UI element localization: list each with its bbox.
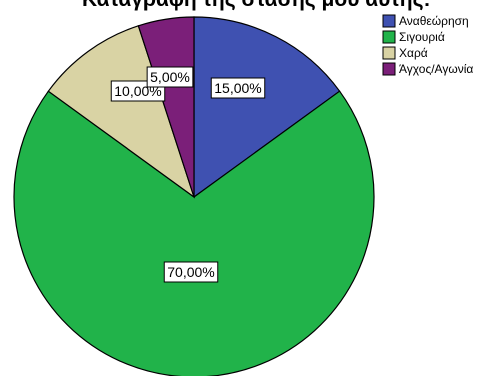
legend-item: Αναθεώρηση [382,14,469,28]
data-label-sigouria: 70,00% [163,261,219,283]
legend-label: Άγχος/Αγωνία [399,62,473,76]
legend-item: Χαρά [382,46,428,60]
legend: Αναθεώρηση Σιγουριά Χαρά Άγχος/Αγωνία [382,14,473,76]
legend-swatch [382,30,396,44]
legend-swatch [382,14,396,28]
pie-data-labels: 10,00%5,00%15,00%70,00% [110,66,266,283]
pie-slices [13,16,375,376]
data-label-box [210,77,266,99]
slice-agchos [137,16,195,198]
slice-anatheorisi [193,16,341,199]
legend-item: Σιγουριά [382,30,445,44]
data-label-box [163,261,219,283]
legend-label: Σιγουριά [399,30,445,44]
data-label-anatheorisi: 15,00% [210,77,266,99]
slice-chara [47,25,196,199]
legend-swatch [382,62,396,76]
data-label-text: 15,00% [214,80,261,96]
data-label-agchos: 5,00% [146,66,194,88]
legend-label: Αναθεώρηση [399,14,469,28]
data-label-text: 70,00% [167,264,214,280]
chart-title: Καταγραφή της στάσης μου αυτής: [82,0,431,11]
slice-sigouria [13,90,375,376]
legend-swatch [382,46,396,60]
legend-label: Χαρά [399,46,428,60]
data-label-box [146,66,194,88]
data-label-text: 5,00% [150,69,190,85]
legend-item: Άγχος/Αγωνία [382,62,473,76]
